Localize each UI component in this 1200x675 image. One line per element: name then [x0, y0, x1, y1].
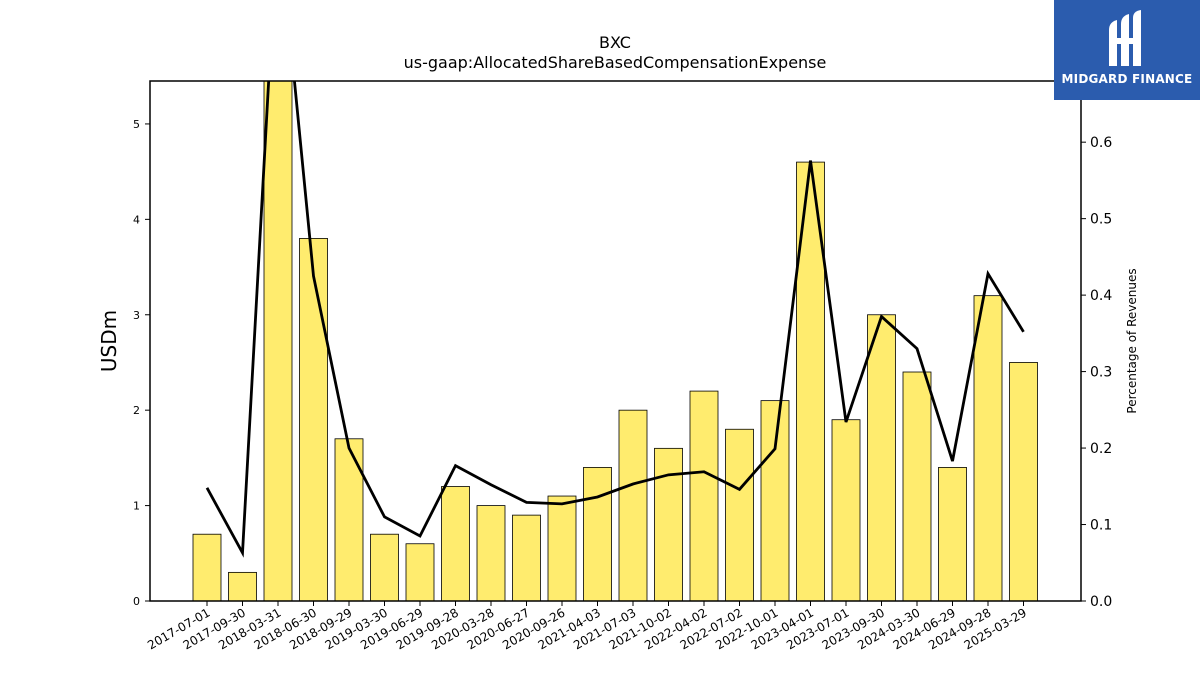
bar — [973, 295, 1003, 602]
y2-tick-label: 0.1 — [1090, 518, 1112, 534]
y-tick-label: 3 — [133, 309, 140, 322]
line-series — [205, 81, 1025, 558]
chart-subtitle: us-gaap:AllocatedShareBasedCompensationE… — [404, 53, 827, 72]
bar — [902, 371, 932, 602]
y2-tick-label: 0.2 — [1090, 441, 1112, 457]
bar — [263, 80, 293, 602]
x-axis: 2017-07-012017-09-302018-03-312018-06-30… — [145, 601, 1029, 652]
y-tick-label: 0 — [133, 595, 140, 608]
bar — [689, 390, 719, 602]
bar-group — [192, 80, 1038, 602]
bar — [760, 400, 790, 602]
bar — [1009, 362, 1038, 602]
bar — [512, 514, 541, 602]
y-axis-left: 0 1 2 3 4 5 — [133, 118, 150, 608]
bar — [867, 314, 896, 602]
midgard-logo-icon — [1109, 10, 1141, 66]
logo-text: MIDGARD FINANCE — [1061, 72, 1193, 86]
y-axis-label: USDm — [97, 310, 121, 372]
y2-tick-label: 0.5 — [1090, 212, 1112, 228]
y-tick-label: 2 — [133, 404, 140, 417]
bar — [654, 447, 683, 602]
bar — [228, 571, 257, 602]
bar — [370, 533, 399, 602]
bar — [299, 238, 328, 602]
y2-tick-label: 0.0 — [1090, 594, 1112, 610]
y-tick-label: 5 — [133, 118, 140, 131]
bar — [405, 543, 435, 602]
y2-tick-label: 0.6 — [1090, 135, 1112, 151]
chart-title: BXC — [599, 33, 631, 52]
y2-tick-label: 0.4 — [1090, 288, 1112, 304]
bar — [618, 409, 648, 602]
y-tick-label: 4 — [133, 213, 140, 226]
y-tick-label: 1 — [133, 500, 140, 513]
bar — [441, 486, 470, 602]
bar — [547, 495, 577, 602]
bar — [334, 438, 364, 602]
bar — [725, 428, 754, 602]
bar — [583, 467, 612, 602]
y2-axis-label: Percentage of Revenues — [1125, 268, 1139, 413]
bar — [938, 467, 967, 602]
bar — [476, 505, 506, 602]
line-group — [205, 81, 1025, 558]
y-axis-right: 0.0 0.1 0.2 0.3 0.4 0.5 0.6 — [1081, 135, 1112, 610]
plot-frame — [149, 80, 1082, 602]
bar — [192, 533, 222, 602]
y2-tick-label: 0.3 — [1090, 365, 1112, 381]
bar — [831, 419, 861, 602]
brand-logo: MIDGARD FINANCE — [1054, 0, 1200, 100]
